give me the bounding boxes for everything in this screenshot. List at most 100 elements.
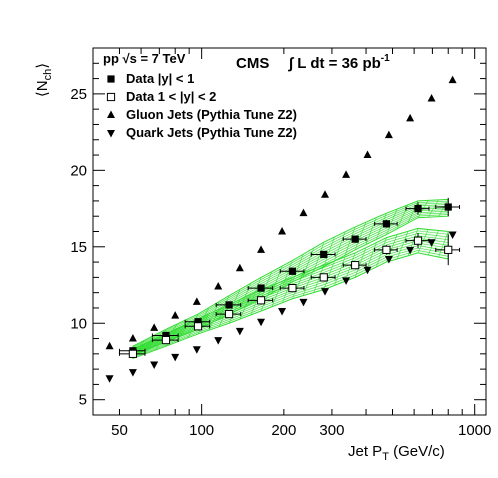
series-3-point bbox=[363, 266, 372, 275]
series-3-point bbox=[278, 308, 287, 316]
band-hatch-diagonal bbox=[228, 299, 241, 324]
band-hatch-diagonal bbox=[334, 256, 346, 286]
legend: Data |y| < 1 Data 1 < |y| < 2 Gluon Jets (… bbox=[106, 71, 297, 140]
series-3-point bbox=[128, 369, 137, 377]
band-hatch-diagonal bbox=[354, 222, 367, 250]
series-1-point bbox=[444, 245, 453, 254]
series-2-point bbox=[342, 170, 351, 178]
band-hatch-line bbox=[132, 200, 449, 348]
luminosity-label: ∫ L dt = 36 pb-1 bbox=[288, 53, 390, 72]
band-hatch-diagonal bbox=[143, 338, 156, 355]
legend-label-0: Data |y| < 1 bbox=[126, 71, 194, 86]
band-hatch-diagonal bbox=[438, 199, 449, 217]
series-2-point bbox=[150, 323, 159, 331]
series-1-point bbox=[224, 309, 234, 319]
y-tick-label: 10 bbox=[70, 315, 87, 332]
legend-marker-0 bbox=[107, 75, 115, 83]
series-1-point bbox=[193, 322, 203, 331]
band-hatch-diagonal bbox=[407, 200, 419, 224]
series-2-point bbox=[406, 113, 415, 122]
legend-marker-2 bbox=[107, 110, 115, 118]
y-tick-label: 25 bbox=[70, 86, 87, 103]
series-0-point bbox=[444, 203, 452, 211]
y-axis-ticks: 5 10 15 20 25 bbox=[70, 47, 486, 416]
band-hatch-diagonal bbox=[334, 231, 346, 262]
uncertainty-bands bbox=[132, 198, 449, 360]
series-0-point bbox=[225, 301, 233, 309]
band-hatch-diagonal bbox=[282, 277, 293, 303]
series-3-point bbox=[299, 298, 308, 307]
legend-label-1: Data 1 < |y| < 2 bbox=[126, 89, 216, 104]
series-3-point bbox=[427, 239, 436, 247]
legend-marker-1 bbox=[106, 92, 116, 102]
series-2-point bbox=[321, 190, 330, 198]
band-hatch-line bbox=[132, 235, 449, 353]
series-2-point bbox=[192, 297, 201, 305]
band-hatch-diagonal bbox=[250, 277, 262, 304]
x-tick-label: 200 bbox=[271, 422, 296, 439]
series-3-point bbox=[214, 337, 223, 345]
series-3-point bbox=[150, 361, 159, 370]
series-2-point bbox=[384, 130, 393, 139]
y-axis-label-subscript: ch bbox=[42, 69, 54, 81]
band-hatch-diagonal bbox=[428, 199, 439, 218]
band-hatch-diagonal bbox=[302, 247, 315, 277]
series-1-point bbox=[351, 261, 360, 270]
series-0-point bbox=[351, 235, 359, 243]
series-3-point bbox=[105, 375, 114, 383]
series-3-point bbox=[406, 246, 415, 255]
series-3-point bbox=[257, 318, 266, 327]
band-hatch-diagonal bbox=[313, 242, 325, 272]
band-hatch-diagonal bbox=[250, 289, 262, 316]
series-3-point bbox=[384, 256, 393, 264]
band-hatch-diagonal bbox=[260, 285, 272, 312]
series-2-point bbox=[299, 208, 308, 217]
band-hatch-diagonal bbox=[417, 229, 429, 254]
band-hatch-diagonal bbox=[396, 231, 409, 260]
band-hatch-diagonal bbox=[344, 252, 356, 282]
data-markers bbox=[105, 75, 457, 383]
series-1-point bbox=[382, 245, 391, 254]
series-3-point bbox=[342, 277, 351, 285]
band-hatch-diagonal bbox=[376, 237, 387, 268]
y-tick-label: 15 bbox=[70, 239, 87, 256]
series-1-point bbox=[256, 296, 266, 305]
band-hatch-diagonal bbox=[302, 268, 315, 296]
series-0-point bbox=[288, 267, 297, 275]
x-tick-label: 100 bbox=[189, 422, 214, 439]
x-tick-label: 1000 bbox=[458, 422, 491, 439]
band-hatch-diagonal bbox=[313, 265, 325, 293]
series-0-point bbox=[194, 318, 202, 326]
band-hatch-diagonal bbox=[218, 304, 230, 327]
series-2-point bbox=[214, 282, 223, 290]
band-hatch-diagonal bbox=[417, 200, 429, 218]
band-hatch-line bbox=[132, 250, 449, 358]
series-2-point bbox=[448, 75, 457, 84]
band-hatch-diagonal bbox=[386, 208, 398, 235]
series-1-point bbox=[128, 349, 137, 358]
series-3-point bbox=[235, 327, 244, 336]
series-2-point bbox=[171, 311, 180, 319]
series-1-point bbox=[288, 283, 297, 293]
band-hatch-diagonal bbox=[292, 254, 304, 283]
series-0-point bbox=[414, 204, 422, 213]
band-hatch-diagonal bbox=[323, 236, 335, 267]
series-2-point bbox=[105, 341, 114, 350]
series-2-point bbox=[427, 93, 436, 102]
series-0-point bbox=[257, 284, 265, 292]
y-tick-label: 5 bbox=[79, 392, 87, 409]
band-hatch-diagonal bbox=[260, 271, 272, 299]
band-hatch-diagonal bbox=[376, 213, 387, 240]
band-hatch-diagonal bbox=[271, 281, 283, 307]
x-axis-label: Jet PT (GeV/c) bbox=[348, 443, 445, 463]
band-hatch-diagonal bbox=[208, 309, 220, 331]
series-3-point bbox=[192, 346, 201, 354]
band-hatch-line bbox=[132, 230, 449, 351]
x-tick-label: 300 bbox=[319, 422, 344, 439]
band-hatch-diagonal bbox=[438, 231, 449, 258]
y-axis-label: ⟨Nch⟩ bbox=[34, 63, 54, 97]
series-2-point bbox=[363, 150, 372, 159]
x-tick-label: 50 bbox=[111, 422, 128, 439]
series-3-point bbox=[321, 288, 330, 296]
